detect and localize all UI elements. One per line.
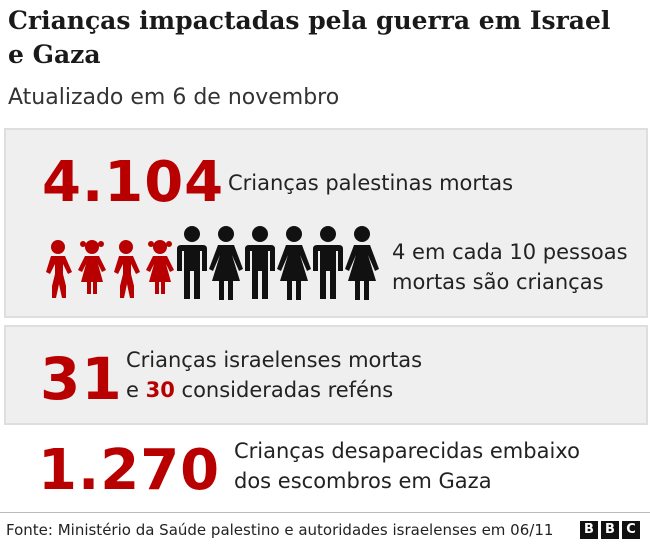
panel-israeli-children: [4, 325, 648, 425]
adult-male-figure-icon: [313, 226, 343, 299]
child-figure-icon: [46, 240, 72, 298]
bbc-logo-letter: B: [601, 521, 619, 539]
people-figures-graphic: [46, 226, 379, 300]
child-figure-icon: [78, 240, 106, 294]
stat-israeli-children-line2: e 30 consideradas reféns: [126, 375, 422, 405]
footer: Fonte: Ministério da Saúde palestino e a…: [0, 512, 650, 549]
adult-male-figure-icon: [177, 226, 207, 299]
adult-female-figure-icon: [209, 226, 243, 300]
page-subtitle: Atualizado em 6 de novembro: [8, 85, 340, 110]
stat-palestinian-children-label: Crianças palestinas mortas: [228, 171, 514, 195]
bbc-logo: B B C: [580, 521, 640, 539]
child-figure-icon: [146, 240, 174, 294]
stat-israeli-children-number: 31: [40, 345, 123, 413]
stat-ratio-line1: 4 em cada 10 pessoas: [392, 240, 628, 264]
bbc-logo-letter: B: [580, 521, 598, 539]
stat-missing-line2: dos escombros em Gaza: [234, 469, 492, 493]
hostages-number: 30: [145, 378, 175, 402]
bbc-logo-letter: C: [622, 521, 640, 539]
child-figure-icon: [114, 240, 140, 298]
hostages-suffix: consideradas reféns: [174, 378, 394, 402]
adult-female-figure-icon: [345, 226, 379, 300]
stat-missing-line1: Crianças desaparecidas embaixo: [234, 439, 580, 463]
stat-missing-children-text: Crianças desaparecidas embaixo dos escom…: [234, 436, 580, 496]
adult-male-figure-icon: [245, 226, 275, 299]
stat-missing-children-number: 1.270: [38, 438, 221, 503]
stat-ratio-text: 4 em cada 10 pessoas mortas são crianças: [392, 237, 628, 297]
stat-israeli-children-line1: Crianças israelenses mortas: [126, 348, 423, 372]
adult-female-figure-icon: [277, 226, 311, 300]
hostages-prefix: e: [126, 378, 146, 402]
stat-palestinian-children-number: 4.104: [42, 150, 225, 215]
page-title: Crianças impactadas pela guerra em Israe…: [8, 6, 611, 69]
stat-israeli-children-text: Crianças israelenses mortas e 30 conside…: [126, 345, 422, 405]
source-note: Fonte: Ministério da Saúde palestino e a…: [6, 521, 554, 539]
stat-ratio-line2: mortas são crianças: [392, 270, 604, 294]
